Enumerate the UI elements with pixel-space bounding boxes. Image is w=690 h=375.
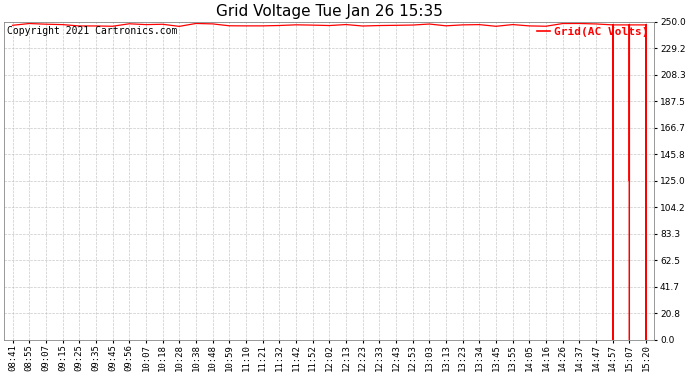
Title: Grid Voltage Tue Jan 26 15:35: Grid Voltage Tue Jan 26 15:35 <box>216 4 443 19</box>
Text: Copyright 2021 Cartronics.com: Copyright 2021 Cartronics.com <box>8 27 178 36</box>
Legend: Grid(AC Volts): Grid(AC Volts) <box>537 27 649 38</box>
